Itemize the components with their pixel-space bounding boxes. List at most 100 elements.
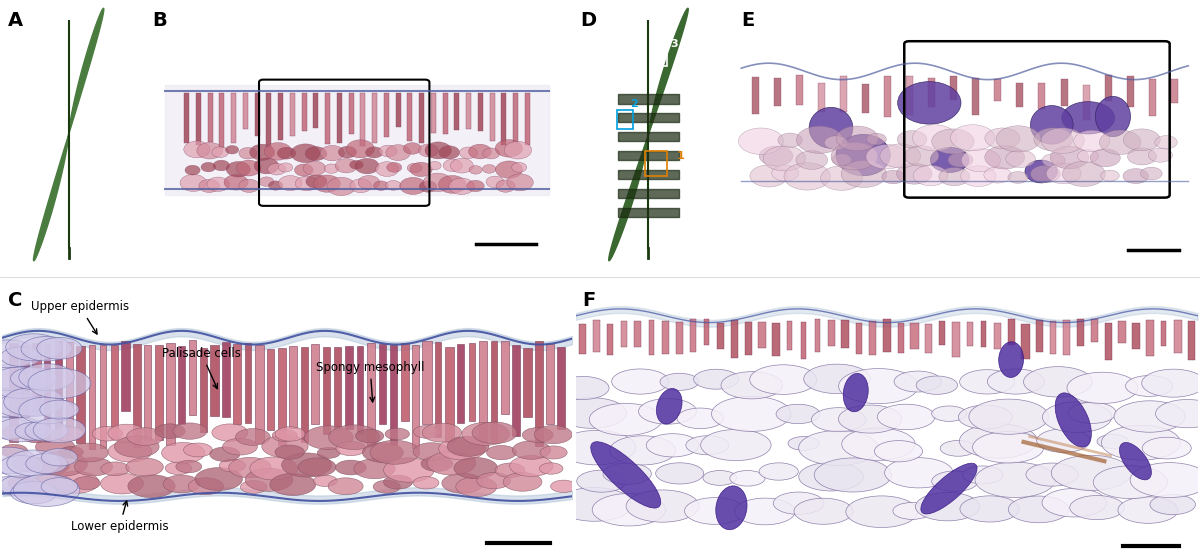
Circle shape bbox=[7, 450, 61, 476]
Circle shape bbox=[0, 477, 28, 495]
Circle shape bbox=[984, 167, 1012, 183]
Bar bbox=[443, 94, 448, 134]
Circle shape bbox=[236, 160, 260, 176]
Bar bbox=[44, 344, 50, 442]
Bar bbox=[704, 319, 709, 345]
Circle shape bbox=[660, 374, 698, 390]
Bar bbox=[431, 94, 436, 133]
Circle shape bbox=[797, 126, 842, 153]
Circle shape bbox=[13, 474, 80, 506]
Bar bbox=[384, 94, 389, 137]
Ellipse shape bbox=[590, 442, 661, 508]
Ellipse shape bbox=[920, 463, 977, 514]
Circle shape bbox=[1102, 425, 1181, 460]
Ellipse shape bbox=[930, 147, 968, 172]
Bar bbox=[490, 94, 494, 141]
Circle shape bbox=[916, 376, 958, 394]
Circle shape bbox=[811, 408, 866, 432]
Circle shape bbox=[305, 426, 353, 450]
Circle shape bbox=[875, 441, 923, 462]
Circle shape bbox=[988, 369, 1044, 394]
Circle shape bbox=[773, 492, 824, 515]
Circle shape bbox=[30, 474, 74, 495]
Bar bbox=[278, 348, 286, 445]
Circle shape bbox=[794, 498, 853, 524]
Circle shape bbox=[1141, 369, 1200, 397]
Bar bbox=[1036, 320, 1043, 352]
Circle shape bbox=[1156, 399, 1200, 428]
Circle shape bbox=[370, 440, 420, 464]
Circle shape bbox=[839, 368, 918, 404]
Circle shape bbox=[1140, 167, 1162, 180]
Circle shape bbox=[686, 436, 728, 455]
Circle shape bbox=[539, 463, 563, 474]
Circle shape bbox=[486, 176, 504, 188]
Circle shape bbox=[931, 129, 974, 154]
Circle shape bbox=[4, 388, 64, 416]
Circle shape bbox=[199, 179, 220, 193]
Circle shape bbox=[593, 493, 666, 526]
Circle shape bbox=[264, 143, 292, 160]
Bar bbox=[1105, 75, 1111, 101]
Bar bbox=[89, 346, 95, 449]
Bar bbox=[188, 340, 197, 415]
Circle shape bbox=[200, 162, 216, 172]
Text: Spongy mesophyll: Spongy mesophyll bbox=[316, 361, 425, 402]
Circle shape bbox=[962, 466, 1003, 484]
Circle shape bbox=[224, 175, 248, 190]
Bar bbox=[434, 342, 442, 437]
Circle shape bbox=[512, 441, 551, 459]
Circle shape bbox=[336, 460, 366, 475]
Circle shape bbox=[504, 141, 532, 159]
Circle shape bbox=[92, 426, 122, 441]
Circle shape bbox=[450, 158, 473, 173]
Circle shape bbox=[938, 167, 970, 186]
Bar bbox=[898, 323, 904, 353]
Circle shape bbox=[414, 426, 440, 438]
Circle shape bbox=[34, 417, 85, 442]
Circle shape bbox=[223, 438, 257, 455]
Circle shape bbox=[278, 163, 293, 172]
Bar bbox=[940, 320, 946, 345]
Circle shape bbox=[338, 146, 356, 158]
Circle shape bbox=[0, 475, 42, 496]
Bar bbox=[606, 324, 613, 354]
Circle shape bbox=[235, 428, 270, 445]
Bar bbox=[289, 347, 298, 428]
Circle shape bbox=[496, 161, 522, 178]
Circle shape bbox=[305, 147, 326, 161]
Circle shape bbox=[386, 162, 402, 172]
Bar bbox=[502, 94, 506, 144]
Bar bbox=[870, 321, 876, 354]
Bar bbox=[524, 94, 530, 144]
Circle shape bbox=[510, 456, 553, 477]
Circle shape bbox=[250, 457, 298, 480]
Bar bbox=[356, 346, 364, 433]
Bar bbox=[1188, 321, 1195, 360]
Circle shape bbox=[206, 177, 229, 192]
Bar bbox=[1078, 319, 1084, 346]
Bar bbox=[372, 94, 377, 143]
Circle shape bbox=[1042, 488, 1106, 517]
Circle shape bbox=[275, 427, 305, 441]
Bar bbox=[662, 321, 668, 354]
Bar bbox=[952, 321, 960, 357]
Bar bbox=[1016, 83, 1024, 106]
Text: F: F bbox=[582, 291, 595, 310]
Circle shape bbox=[896, 164, 932, 184]
Bar bbox=[466, 94, 472, 129]
Circle shape bbox=[188, 478, 223, 494]
Circle shape bbox=[262, 435, 308, 458]
Bar bbox=[457, 344, 464, 423]
Circle shape bbox=[931, 406, 966, 421]
Bar bbox=[649, 320, 654, 355]
Circle shape bbox=[128, 475, 175, 497]
Bar bbox=[110, 345, 118, 439]
Text: A: A bbox=[8, 11, 23, 30]
Bar bbox=[1146, 320, 1154, 356]
Circle shape bbox=[468, 144, 491, 159]
Bar bbox=[535, 342, 542, 446]
Circle shape bbox=[913, 165, 948, 186]
Bar bbox=[911, 323, 919, 349]
Circle shape bbox=[328, 178, 355, 195]
